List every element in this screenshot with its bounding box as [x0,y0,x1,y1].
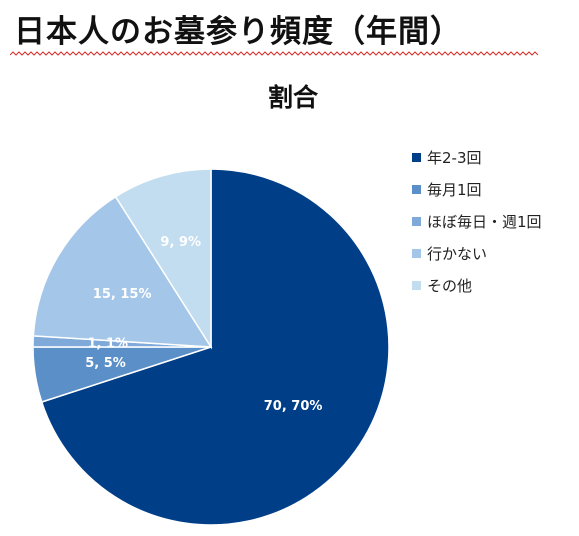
data-label: 5, 5% [85,356,126,371]
legend-label: 年2-3回 [427,148,482,167]
legend-label: 行かない [427,244,488,263]
data-label: 70, 70% [264,399,323,414]
legend-swatch [412,280,421,290]
legend-swatch [412,184,421,194]
pie-slice [40,168,390,526]
pie-slice [32,195,213,348]
legend-label: 毎月1回 [427,180,482,199]
spellcheck-underline [10,51,539,56]
legend-swatch [412,216,421,226]
legend-label: ほぼ毎日・週1回 [427,212,542,231]
data-label: 9, 9% [160,235,201,250]
chart-legend: 年2-3回 毎月1回 ほぼ毎日・週1回 行かない その他 [412,141,542,301]
page-title: 日本人のお墓参り頻度（年間） [14,14,462,50]
legend-item: その他 [412,269,542,301]
legend-swatch [412,152,421,162]
pie-slice [114,168,212,350]
legend-item: ほぼ毎日・週1回 [412,205,542,237]
data-label: 1, 1% [88,336,129,351]
chart-title: 割合 [268,83,319,112]
legend-swatch [412,248,421,258]
data-label: 15, 15% [93,287,152,302]
legend-label: その他 [427,276,473,295]
legend-item: 年2-3回 [412,141,542,173]
legend-item: 毎月1回 [412,173,542,205]
legend-item: 行かない [412,237,542,269]
